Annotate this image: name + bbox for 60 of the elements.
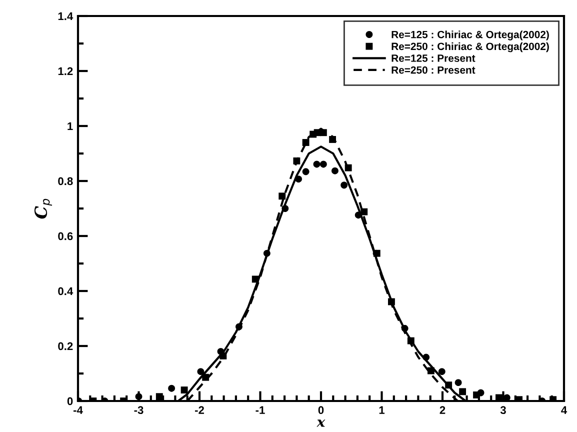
point bbox=[313, 160, 320, 168]
x-tick-label: 3 bbox=[500, 406, 506, 414]
point bbox=[427, 367, 434, 374]
x-tick-label: -3 bbox=[134, 406, 144, 414]
point bbox=[282, 205, 289, 212]
point bbox=[401, 324, 408, 332]
y-tick-label: 0.2 bbox=[58, 342, 73, 350]
y-tick-label: 1.2 bbox=[58, 67, 73, 76]
point bbox=[302, 139, 310, 146]
y-tick-label: 0.8 bbox=[58, 177, 73, 186]
x-tick-label: 0 bbox=[318, 406, 324, 414]
x-tick-label: -2 bbox=[194, 406, 204, 414]
point bbox=[422, 354, 430, 361]
point bbox=[438, 368, 446, 376]
point bbox=[236, 323, 242, 330]
point bbox=[202, 374, 210, 381]
point bbox=[320, 160, 327, 168]
x-tick-label: -1 bbox=[256, 406, 265, 414]
point bbox=[302, 168, 310, 176]
legend-label: Re=125 : Present bbox=[392, 54, 476, 62]
point bbox=[220, 352, 227, 360]
point bbox=[135, 393, 142, 400]
point bbox=[388, 298, 395, 306]
point bbox=[180, 386, 188, 394]
point bbox=[197, 368, 204, 376]
point bbox=[320, 129, 327, 136]
legend-label: Re=250 : Chiriac & Ortega(2002) bbox=[392, 42, 549, 52]
point bbox=[332, 167, 338, 174]
point bbox=[344, 164, 352, 172]
x-tick-label: -4 bbox=[73, 406, 83, 414]
y-tick-label: 0 bbox=[67, 397, 73, 406]
point bbox=[407, 337, 414, 344]
y-axis-title: C$_{p}$ bbox=[34, 198, 52, 219]
y-tick-label: 0.4 bbox=[58, 287, 74, 296]
point bbox=[252, 276, 259, 283]
y-tick-label: 1.4 bbox=[58, 12, 74, 20]
legend-label: Re=250 : Present bbox=[392, 66, 476, 74]
point bbox=[329, 136, 336, 143]
point bbox=[168, 384, 176, 392]
x-tick-label: 2 bbox=[440, 406, 446, 414]
point bbox=[295, 176, 302, 183]
point bbox=[473, 391, 480, 398]
point bbox=[503, 394, 510, 401]
point bbox=[156, 393, 163, 400]
point bbox=[454, 379, 462, 386]
point bbox=[445, 382, 452, 389]
x-axis-title: x bbox=[316, 420, 326, 427]
point bbox=[360, 208, 368, 216]
point bbox=[340, 182, 348, 189]
legend-label: Re=125 : Chiriac & Ortega(2002) bbox=[392, 30, 549, 40]
x-tick-label: 1 bbox=[379, 406, 385, 414]
point bbox=[293, 157, 300, 164]
point bbox=[459, 388, 466, 396]
y-tick-label: 1 bbox=[68, 122, 73, 130]
point bbox=[263, 250, 270, 257]
x-tick-label: 4 bbox=[561, 406, 568, 414]
point bbox=[496, 394, 502, 401]
point bbox=[278, 192, 286, 200]
y-tick-label: 0.6 bbox=[58, 232, 73, 240]
point bbox=[354, 212, 362, 219]
